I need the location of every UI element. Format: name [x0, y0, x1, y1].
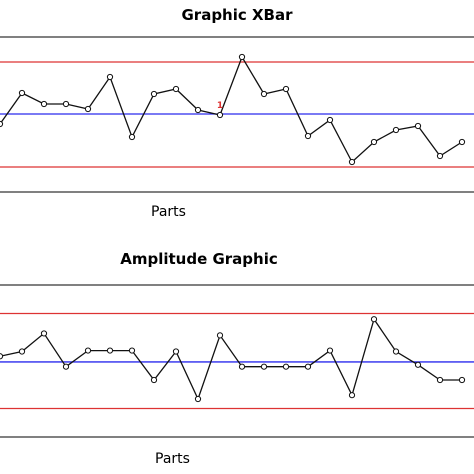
- amplitude-point-14: [304, 363, 312, 370]
- amplitude-point-3: [62, 363, 70, 370]
- xbar-point-20: [436, 152, 444, 160]
- amplitude-point-8: [172, 348, 180, 355]
- xbar-point-17: [370, 138, 378, 146]
- amplitude-chart-title: Amplitude Graphic: [120, 250, 278, 268]
- xbar-point-12: [260, 90, 268, 98]
- amplitude-point-18: [392, 348, 400, 355]
- amplitude-point-7: [150, 376, 158, 384]
- amplitude-point-15: [326, 347, 334, 354]
- amplitude-point-10: [216, 332, 224, 339]
- xbar-point-2: [40, 100, 48, 108]
- xbar-point-8: [172, 85, 180, 93]
- xbar-point-16: [348, 158, 356, 166]
- xbar-point-13: [282, 85, 290, 93]
- amplitude-point-9: [194, 395, 202, 403]
- amplitude-point-13: [282, 363, 290, 370]
- amplitude-point-5: [106, 347, 114, 354]
- xbar-point-4: [84, 105, 92, 113]
- xbar-point-15: [326, 116, 334, 124]
- xbar-point-1: [18, 89, 26, 97]
- xbar-point-11: [238, 53, 246, 61]
- amplitude-x-axis-label: Parts: [155, 451, 190, 467]
- amplitude-point-12: [260, 363, 268, 370]
- amplitude-point-21: [458, 376, 466, 384]
- xbar-point-14: [304, 132, 312, 140]
- xbar-point-19: [414, 122, 422, 130]
- amplitude-point-2: [40, 330, 48, 337]
- amplitude-point-0: [0, 353, 4, 360]
- amplitude-point-16: [348, 392, 356, 399]
- xbar-point-0: [0, 120, 4, 128]
- xbar-point-3: [62, 100, 70, 108]
- xbar-point-5: [106, 73, 114, 81]
- xbar-chart-title: Graphic XBar: [181, 6, 293, 24]
- xbar-point-7: [150, 90, 158, 98]
- xbar-point-9: [194, 106, 202, 114]
- amplitude-point-1: [18, 348, 26, 355]
- xbar-point-21: [458, 138, 466, 146]
- xbar-x-axis-label: Parts: [151, 204, 186, 220]
- xbar-series-line: [0, 55, 463, 164]
- amplitude-point-6: [128, 347, 136, 354]
- amplitude-series-line: [0, 317, 462, 401]
- amplitude-point-20: [436, 376, 444, 384]
- xbar-point-18: [392, 126, 400, 134]
- amplitude-point-4: [84, 347, 92, 354]
- amplitude-point-17: [370, 316, 378, 323]
- xbar-annotation-0: 1: [217, 101, 223, 111]
- xbar-point-10: [216, 111, 224, 119]
- amplitude-point-11: [238, 363, 246, 370]
- xbar-point-6: [128, 133, 136, 141]
- amplitude-point-19: [414, 361, 422, 368]
